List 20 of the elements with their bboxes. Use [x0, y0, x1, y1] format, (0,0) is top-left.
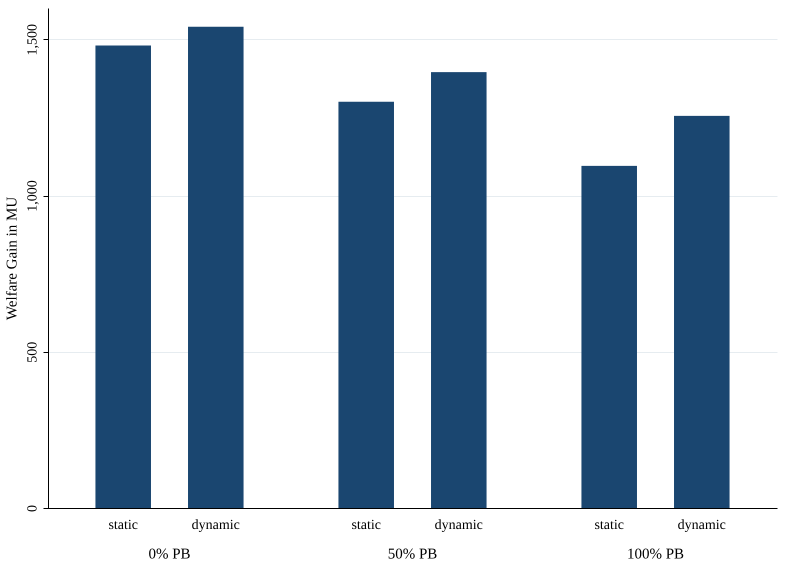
text: dynamic — [678, 518, 726, 533]
bar — [431, 72, 487, 508]
y-axis-title: Welfare Gain in MU — [4, 196, 20, 320]
bar — [674, 116, 730, 508]
bar — [581, 166, 637, 508]
bar — [338, 102, 394, 508]
y-tick-label: 0 — [26, 505, 40, 512]
y-tick-label: 500 — [26, 342, 40, 363]
x-tick-label: 100% PB — [626, 546, 684, 562]
series-label: static — [108, 518, 138, 533]
series-label: dynamic — [192, 518, 240, 533]
text: static — [594, 518, 624, 533]
y-tick-label: 1,500 — [26, 24, 40, 56]
x-tick-label: 50% PB — [388, 546, 438, 562]
text: dynamic — [434, 518, 483, 533]
bar — [188, 26, 244, 508]
bar — [95, 46, 151, 508]
x-tick-label: 0% PB — [148, 546, 191, 562]
y-tick-label: 1,000 — [26, 180, 40, 212]
text: static — [351, 518, 381, 533]
